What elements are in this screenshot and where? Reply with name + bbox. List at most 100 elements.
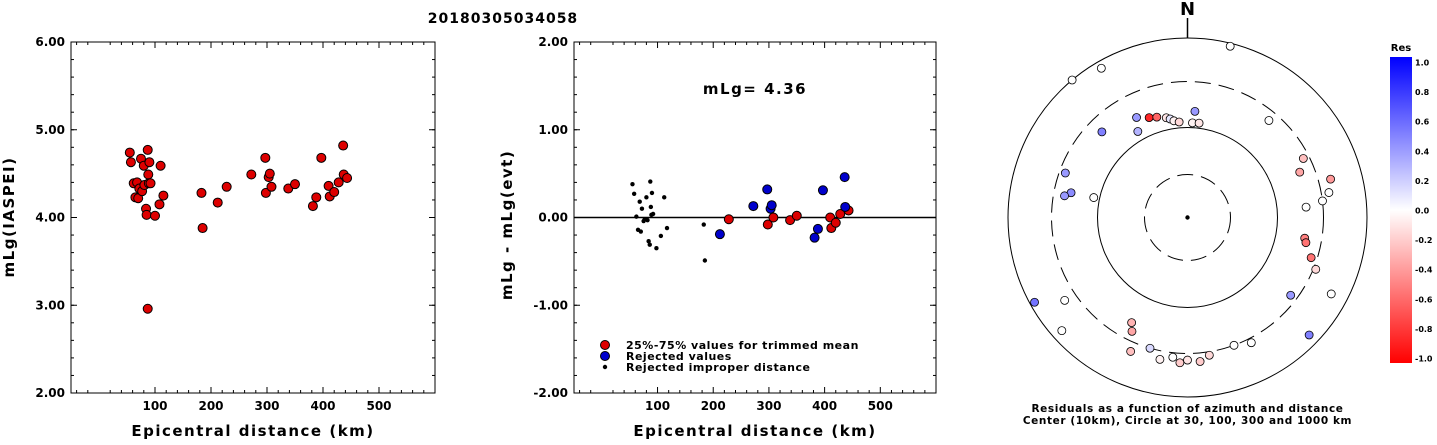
- polar-point: [1060, 191, 1069, 201]
- colorbar-tick-label: -0.8: [1415, 325, 1433, 334]
- mlg-annotation: mLg= 4.36: [703, 80, 807, 98]
- polar-point: [1127, 318, 1137, 327]
- panel2-point: [748, 201, 759, 212]
- panel2-point-improper: [638, 229, 644, 234]
- panel2-point-improper: [645, 217, 650, 223]
- panel1-point: [143, 169, 154, 180]
- panel2-point: [809, 232, 820, 243]
- panel2-ytick-label: 1.00: [538, 123, 568, 137]
- panel2-xlabel: Epicentral distance (km): [633, 422, 876, 440]
- panel1-point: [307, 201, 318, 212]
- panel1-ytick-label: 2.00: [35, 386, 65, 400]
- panel2-point: [766, 200, 777, 211]
- legend-marker-improper: [602, 364, 608, 370]
- polar-point: [1089, 193, 1099, 202]
- polar-point: [1195, 357, 1205, 366]
- legend-label-improper: Rejected improper distance: [626, 361, 810, 374]
- colorbar-tick-label: 0.8: [1415, 88, 1430, 97]
- panel1-point: [142, 303, 153, 314]
- colorbar-gradient: [1390, 57, 1412, 363]
- panel1-point: [141, 209, 152, 220]
- legend: 25%-75% values for trimmed mean Rejected…: [600, 339, 858, 374]
- colorbar-tick-label: 0.4: [1415, 147, 1430, 156]
- panel2-point-improper: [658, 233, 664, 239]
- polar-point: [1174, 117, 1184, 127]
- panel2-point: [839, 172, 850, 183]
- polar-point: [1286, 290, 1296, 300]
- polar-point: [1060, 295, 1070, 305]
- panel-residual: 100 200 300 400 500 -2.00 -1.00 0.00 1.00 2.00 mL…: [498, 35, 937, 440]
- polar-point: [1306, 253, 1316, 263]
- legend-marker-trimmed: [600, 340, 610, 350]
- panel1-point: [155, 160, 166, 171]
- polar-point: [1030, 297, 1039, 307]
- panel1-point: [221, 181, 232, 192]
- colorbar-title: Res: [1391, 43, 1411, 54]
- panel1-point: [329, 187, 340, 198]
- panel2-point-improper: [702, 258, 708, 263]
- ring-100km: [1097, 127, 1278, 308]
- panel2-point: [812, 223, 823, 234]
- ring-30km: [1144, 174, 1231, 261]
- polar-caption-line1: Residuals as a function of azimuth and d…: [1031, 403, 1343, 415]
- polar-point: [1225, 41, 1235, 51]
- panel2-point-improper: [634, 214, 639, 219]
- panel2-point: [762, 184, 773, 195]
- polar-point: [1311, 264, 1321, 274]
- panel2-ticks: 100 200 300 400 500 -2.00 -1.00 0.00 1.00 2.00: [533, 35, 936, 413]
- panel1-point: [154, 199, 165, 210]
- ring-300km: [1051, 81, 1324, 354]
- panel2-xtick-label: 300: [756, 399, 781, 413]
- panel1-point: [266, 181, 277, 192]
- panel1-point: [125, 157, 136, 168]
- panel2-point: [791, 210, 802, 221]
- panel2-point-improper: [630, 181, 635, 187]
- polar-point: [1155, 354, 1165, 364]
- colorbar-tick-label: -0.2: [1415, 236, 1433, 245]
- panel2-points: [630, 172, 854, 263]
- polar-point: [1133, 127, 1143, 136]
- panel1-point: [196, 187, 207, 198]
- panel1-point: [260, 187, 271, 198]
- panel1-point: [290, 179, 300, 190]
- panel2-point-improper: [649, 190, 655, 196]
- panel1-point: [158, 190, 169, 201]
- north-label: N: [1180, 0, 1195, 20]
- polar-point: [1194, 118, 1204, 128]
- panel1-ytick-label: 5.00: [35, 123, 65, 137]
- colorbar-tick-label: 0.2: [1415, 177, 1429, 186]
- colorbar: Res 1.0 0.8 0.6 0.4 0.2 0.0 -0.2 -0.4 -0.6 -0.8 -1…: [1390, 43, 1433, 364]
- polar-point: [1175, 358, 1185, 368]
- colorbar-ticks: 1.0 0.8 0.6 0.4 0.2 0.0 -0.2 -0.4 -0.6 -0.8 -1.0: [1415, 59, 1433, 364]
- panel2-xtick-label: 400: [812, 399, 837, 413]
- polar-point: [1304, 330, 1314, 340]
- panel1-ytick-label: 3.00: [35, 298, 65, 312]
- polar-point: [1127, 326, 1137, 336]
- polar-point: [1229, 340, 1239, 350]
- panel1-xlabel: Epicentral distance (km): [131, 422, 374, 440]
- panel1-ticks: 100 200 300 400 500 2.00 3.00 4.00 5.00 6.00: [35, 35, 435, 413]
- panel1-point: [145, 178, 156, 189]
- polar-point: [1246, 338, 1256, 348]
- polar-point: [1264, 116, 1274, 125]
- panel1-xtick-label: 100: [142, 399, 167, 413]
- polar-point: [1152, 112, 1162, 122]
- panel2-point-improper: [631, 191, 637, 197]
- polar-point: [1126, 347, 1136, 356]
- panel2-ylabel: mLg - mLg(evt): [498, 150, 516, 300]
- panel2-ytick-label: -1.00: [533, 298, 568, 312]
- panel2-point-improper: [664, 225, 670, 231]
- figure-title: 20180305034058: [428, 11, 578, 27]
- panel2-point: [714, 229, 725, 240]
- panel2-point: [830, 217, 841, 228]
- panel1-point: [124, 147, 135, 158]
- panel1-point: [197, 223, 208, 234]
- panel1-xtick-label: 500: [366, 399, 391, 413]
- panel1-point: [333, 177, 344, 188]
- panel-magnitude: 100 200 300 400 500 2.00 3.00 4.00 5.00 6.00 Epic…: [0, 35, 436, 440]
- panel1-ylabel: mLg(IASPEI): [0, 157, 18, 278]
- colorbar-tick-label: -0.6: [1415, 295, 1433, 304]
- polar-point: [1301, 202, 1311, 212]
